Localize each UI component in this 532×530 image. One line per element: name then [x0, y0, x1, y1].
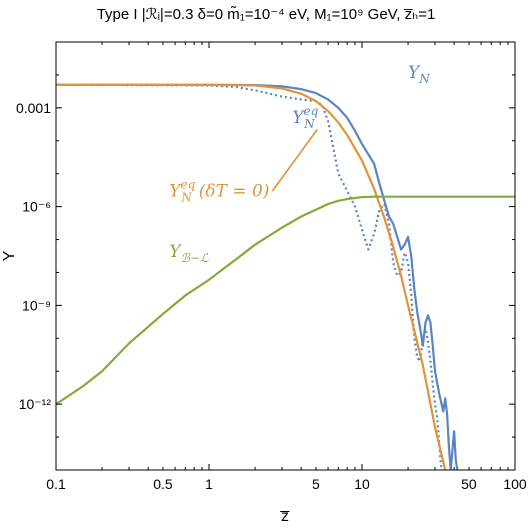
x-tick-label: 1: [205, 476, 213, 492]
plot-area: [56, 83, 515, 470]
x-tick-label: 100: [503, 476, 527, 492]
chart-title: Type I |ℛᵢ|=0.3 δ=0 m̃₁=10⁻⁴ eV, M₁=10⁹ …: [97, 6, 436, 23]
x-tick-label: 50: [461, 476, 477, 492]
x-tick-label: 0.5: [153, 476, 173, 492]
y-tick-label: 10⁻⁶: [22, 199, 51, 215]
series-annotation-1: YN: [408, 63, 430, 86]
y-axis-label: Y: [1, 250, 18, 261]
y-tick-label: 0.001: [16, 100, 51, 116]
annotations: YN Yeq N Yeq N (δT = 0) Yℬ−ℒ: [169, 63, 430, 265]
y-axis: 0.001 10⁻⁶ 10⁻⁹ 10⁻¹²: [16, 41, 515, 471]
series-line-4: [56, 195, 515, 406]
annotation-leader-line: [271, 129, 318, 192]
plot-frame: [55, 41, 516, 471]
x-tick-label: 0.1: [46, 476, 66, 492]
series-annotation-3: Yeq N (δT = 0): [169, 178, 269, 205]
y-tick-label: 10⁻⁹: [22, 297, 51, 313]
series-line-2: [56, 83, 443, 470]
x-tick-label: 10: [354, 476, 370, 492]
series-line-3: [56, 83, 447, 470]
x-axis-label: z̅: [280, 508, 290, 525]
x-axis: 0.1 0.5 1 5 10 50 100: [46, 42, 527, 492]
y-tick-label: 10⁻¹²: [19, 396, 52, 412]
series-line-1: [56, 83, 459, 470]
series-annotation-2: Yeq N: [292, 104, 318, 131]
x-tick-label: 5: [312, 476, 320, 492]
series-annotation-4: Yℬ−ℒ: [169, 242, 209, 265]
